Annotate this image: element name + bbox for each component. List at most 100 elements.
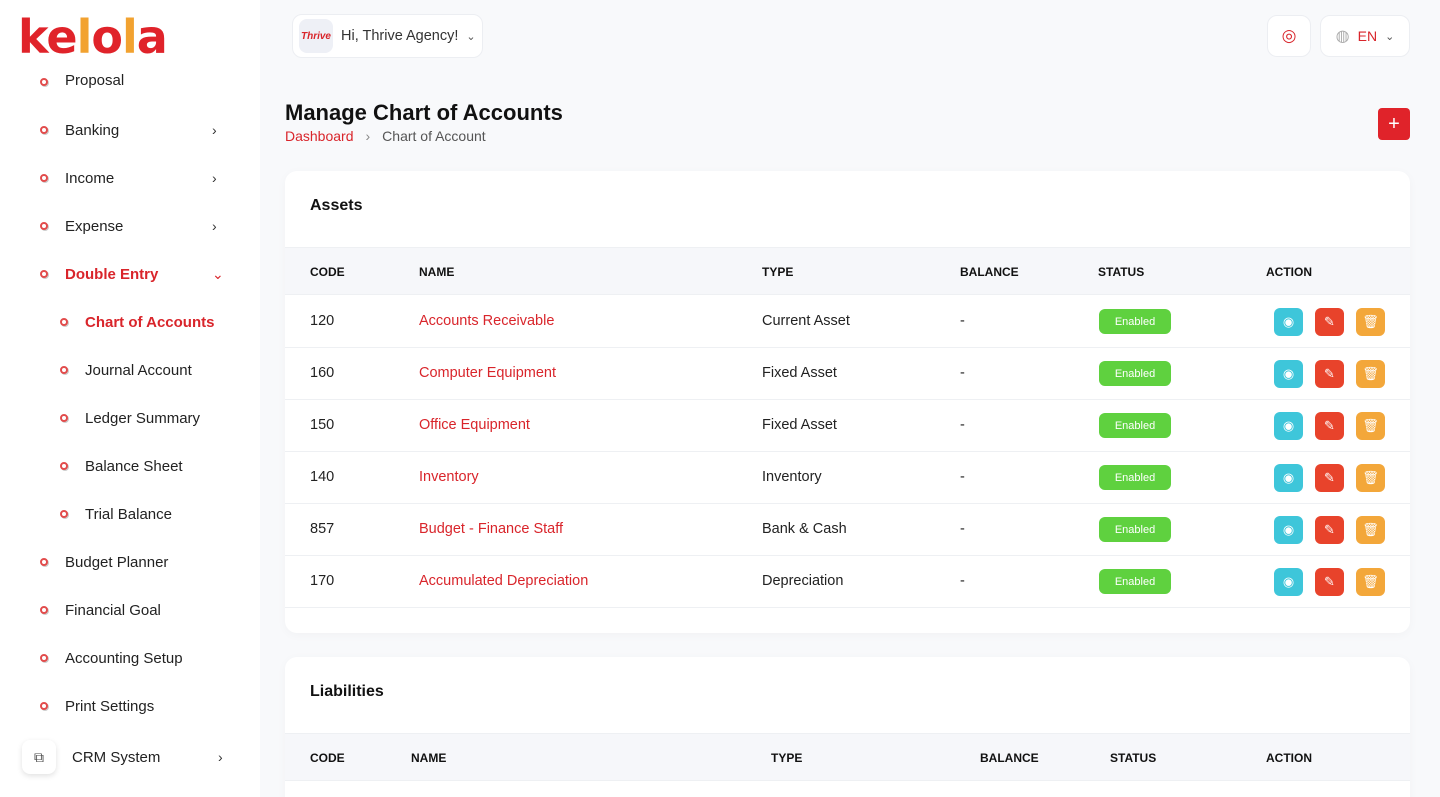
sidebar-item-label: Budget Planner [65,553,169,571]
status-badge: Enabled [1099,517,1171,542]
delete-button[interactable]: 🗑 [1356,308,1385,336]
column-header-type: TYPE [762,265,794,279]
sidebar: kelola Proposal Banking › Income › Expen… [0,0,260,797]
trash-icon: 🗑 [1362,522,1379,537]
trash-icon: 🗑 [1362,418,1379,433]
delete-button[interactable]: 🗑 [1356,568,1385,596]
edit-button[interactable]: ✎ [1315,568,1344,596]
table-header: CODE NAME TYPE BALANCE STATUS ACTION [285,733,1410,781]
sidebar-item-print-settings[interactable]: Print Settings [0,686,260,726]
cell-type: Fixed Asset [762,365,837,381]
sidebar-item-label: Accounting Setup [65,649,183,667]
cell-balance: - [960,573,965,589]
cell-code: 120 [310,313,335,329]
page-title: Manage Chart of Accounts [285,100,563,125]
chevron-right-icon: › [212,122,217,138]
table-row: 857 Budget - Finance Staff Bank & Cash - Ena… [285,504,1410,556]
account-name-link[interactable]: Computer Equipment [419,365,557,381]
pencil-icon: ✎ [1324,574,1335,589]
sidebar-item-double-entry[interactable]: Double Entry ⌄ [0,254,260,294]
bullet-icon [60,462,68,470]
pencil-icon: ✎ [1324,366,1335,381]
eye-icon: ◉ [1282,522,1295,537]
cell-code: 150 [310,417,335,433]
eye-icon: ◉ [1282,314,1295,329]
sidebar-item-label: Print Settings [65,697,155,715]
edit-button[interactable]: ✎ [1315,360,1344,388]
brand-logo[interactable]: kelola [18,12,168,62]
breadcrumb-dashboard-link[interactable]: Dashboard [285,128,354,144]
column-header-name: NAME [411,751,447,765]
account-name-link[interactable]: Budget - Finance Staff [419,521,564,537]
status-badge: Enabled [1099,361,1171,386]
sidebar-item-label: Banking [65,121,120,139]
breadcrumb-separator: › [365,128,371,144]
add-account-button[interactable]: + [1378,108,1410,140]
sidebar-item-crm-system[interactable]: ⧉ CRM System › [0,736,260,778]
bullet-icon [60,510,68,518]
sidebar-item-ledger-summary[interactable]: Ledger Summary [0,398,260,438]
account-name-link[interactable]: Office Equipment [419,417,530,433]
table-row: 120 Accounts Receivable Current Asset - Enab… [285,296,1410,348]
sidebar-item-label: Proposal [65,72,125,89]
view-button[interactable]: ◉ [1274,360,1303,388]
cell-type: Current Asset [762,313,850,329]
status-badge: Enabled [1099,309,1171,334]
sidebar-item-income[interactable]: Income › [0,158,260,198]
account-name-link[interactable]: Inventory [419,469,479,485]
eye-icon: ◉ [1282,470,1295,485]
sidebar-item-label: Trial Balance [85,505,172,523]
sidebar-item-journal-account[interactable]: Journal Account [0,350,260,390]
edit-button[interactable]: ✎ [1315,464,1344,492]
view-button[interactable]: ◉ [1274,412,1303,440]
avatar: Thrive [299,19,333,53]
notification-icon: ◎ [1281,26,1297,45]
column-header-action: ACTION [1266,265,1312,279]
sidebar-item-trial-balance[interactable]: Trial Balance [0,494,260,534]
sidebar-item-chart-of-accounts[interactable]: Chart of Accounts [0,302,260,342]
sidebar-item-expense[interactable]: Expense › [0,206,260,246]
column-header-code: CODE [310,751,345,765]
bullet-icon [40,654,48,662]
table-header: CODE NAME TYPE BALANCE STATUS ACTION [285,247,1410,295]
cell-type: Depreciation [762,573,844,589]
sidebar-item-budget-planner[interactable]: Budget Planner [0,542,260,582]
sidebar-item-label: Chart of Accounts [85,313,215,331]
sidebar-item-balance-sheet[interactable]: Balance Sheet [0,446,260,486]
sidebar-item-proposal[interactable]: Proposal [0,62,260,102]
sidebar-item-accounting-setup[interactable]: Accounting Setup [0,638,260,678]
sidebar-item-financial-goal[interactable]: Financial Goal [0,590,260,630]
edit-button[interactable]: ✎ [1315,516,1344,544]
cell-type: Inventory [762,469,822,485]
user-greeting: Hi, Thrive Agency! [341,28,459,44]
sidebar-item-banking[interactable]: Banking › [0,110,260,150]
sidebar-item-label: Ledger Summary [85,409,201,427]
delete-button[interactable]: 🗑 [1356,412,1385,440]
status-badge: Enabled [1099,413,1171,438]
notification-button[interactable]: ◎ [1267,15,1311,57]
bullet-icon [40,270,48,278]
cell-balance: - [960,469,965,485]
view-button[interactable]: ◉ [1274,516,1303,544]
edit-button[interactable]: ✎ [1315,412,1344,440]
trash-icon: 🗑 [1362,574,1379,589]
delete-button[interactable]: 🗑 [1356,464,1385,492]
delete-button[interactable]: 🗑 [1356,516,1385,544]
delete-button[interactable]: 🗑 [1356,360,1385,388]
column-header-status: STATUS [1110,751,1157,765]
chevron-down-icon: ⌄ [212,265,224,282]
eye-icon: ◉ [1282,366,1295,381]
card-title: Liabilities [310,683,384,700]
user-menu[interactable]: Thrive Hi, Thrive Agency! ⌄ [292,14,483,58]
view-button[interactable]: ◉ [1274,308,1303,336]
bullet-icon [40,222,48,230]
column-header-status: STATUS [1098,265,1145,279]
column-header-action: ACTION [1266,751,1312,765]
edit-button[interactable]: ✎ [1315,308,1344,336]
language-selector[interactable]: ◍ EN ⌄ [1320,15,1410,57]
account-name-link[interactable]: Accumulated Depreciation [419,573,589,589]
account-name-link[interactable]: Accounts Receivable [419,313,555,329]
bullet-icon [40,606,48,614]
view-button[interactable]: ◉ [1274,568,1303,596]
view-button[interactable]: ◉ [1274,464,1303,492]
